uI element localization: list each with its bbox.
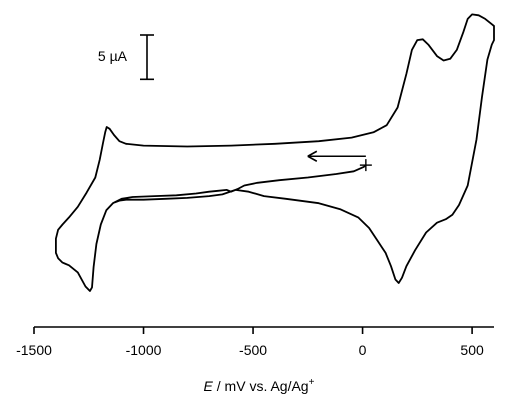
arrow-head-lower <box>307 155 318 162</box>
cv-series-line <box>55 13 495 292</box>
x-axis-ticks: -1500 -1000 -500 0 500 <box>16 327 484 358</box>
x-axis-superscript: + <box>309 377 315 388</box>
x-axis-title: E / mV vs. Ag/Ag+ <box>204 377 315 394</box>
scan-direction-arrow <box>307 150 366 162</box>
current-scale-bar <box>140 34 154 81</box>
scan-start-marker <box>359 159 372 172</box>
x-axis-unit: / mV vs. Ag/Ag <box>213 378 309 394</box>
x-axis-variable: E <box>204 378 214 394</box>
arrow-head-upper <box>307 150 318 157</box>
x-tick-label: -1500 <box>16 342 52 358</box>
x-tick-label: 500 <box>460 342 484 358</box>
x-tick-label: -500 <box>239 342 267 358</box>
scale-bar-label: 5 µA <box>98 48 128 64</box>
x-tick-label: -1000 <box>126 342 162 358</box>
x-tick-label: 0 <box>359 342 367 358</box>
